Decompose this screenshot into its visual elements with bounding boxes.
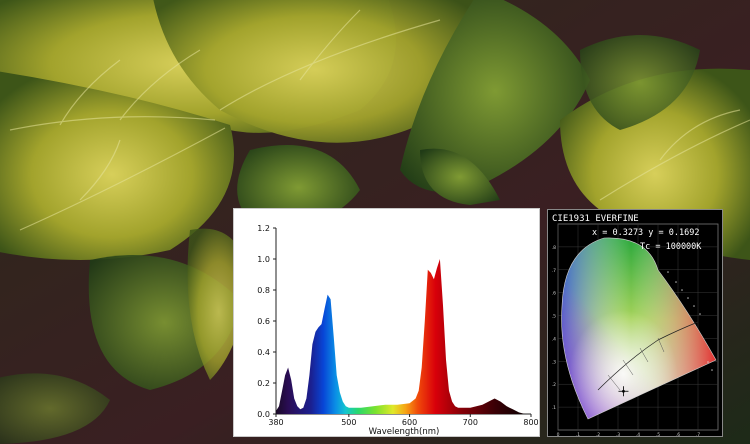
cie-y-tick-label: .4 <box>552 336 556 342</box>
cie-color-temperature-annotation: Tc = 100000K <box>640 242 702 252</box>
cie-y-tick-label: .1 <box>552 405 556 411</box>
cie-x-tick-label: .1 <box>576 432 580 437</box>
y-tick-label: 1.2 <box>257 224 270 233</box>
y-tick-label: 1.0 <box>257 255 270 264</box>
x-tick-label: 800 <box>523 418 538 427</box>
cie-title: CIE1931 EVERFINE <box>552 214 639 224</box>
cie-y-tick-label: .3 <box>552 359 556 365</box>
spectrum-area <box>276 259 525 414</box>
spectrum-chart: 0.0 0.2 0.4 0.6 0.8 1.0 1.2 380 500 600 700 800 Wav… <box>257 224 538 437</box>
cie-y-tick-label: .8 <box>552 245 556 251</box>
locus-wavelength-marks <box>667 271 713 371</box>
cie-x-tick-label: .3 <box>616 432 620 437</box>
cie-x-tick-label: .6 <box>676 432 680 437</box>
planckian-locus <box>597 321 699 391</box>
y-tick-label: 0.8 <box>257 286 270 295</box>
leaf-veins <box>9 9 750 231</box>
x-tick-label: 380 <box>268 418 283 427</box>
cie-x-tick-label: 0 <box>557 432 560 437</box>
y-tick-label: 0.6 <box>257 317 270 326</box>
cie-y-tick-label: .5 <box>552 314 556 320</box>
cie-x-tick-label: .5 <box>656 432 660 437</box>
cie-y-tick-label: .2 <box>552 382 556 388</box>
y-tick-label: 0.4 <box>257 348 270 357</box>
spectral-locus <box>561 237 717 420</box>
cie-coordinates-annotation: x = 0.3273 y = 0.1692 <box>592 228 699 238</box>
spectrum-chart-panel: 0.0 0.2 0.4 0.6 0.8 1.0 1.2 380 500 600 700 800 Wav… <box>233 208 540 437</box>
cie-chromaticity-chart: CIE1931 EVERFINE 0 .1 .2 .3 .4 .5 .6 .7 .1 .2 .3 .4… <box>552 214 719 437</box>
cie-x-tick-label: .2 <box>596 432 600 437</box>
cie-x-tick-label: .7 <box>696 432 700 437</box>
y-tick-label: 0.0 <box>257 410 270 419</box>
cie-y-tick-label: .6 <box>552 291 556 297</box>
cie-diagram-panel: CIE1931 EVERFINE 0 .1 .2 .3 .4 .5 .6 .7 .1 .2 .3 .4… <box>547 209 723 437</box>
x-tick-label: 500 <box>341 418 356 427</box>
y-tick-label: 0.2 <box>257 379 270 388</box>
cie-x-tick-label: .4 <box>636 432 640 437</box>
isotemperature-lines <box>607 337 665 391</box>
measured-point <box>622 389 625 393</box>
x-tick-label: 600 <box>402 418 417 427</box>
x-axis-label: Wavelength(nm) <box>369 427 440 437</box>
cie-y-tick-label: .7 <box>552 268 556 274</box>
x-tick-label: 700 <box>463 418 478 427</box>
